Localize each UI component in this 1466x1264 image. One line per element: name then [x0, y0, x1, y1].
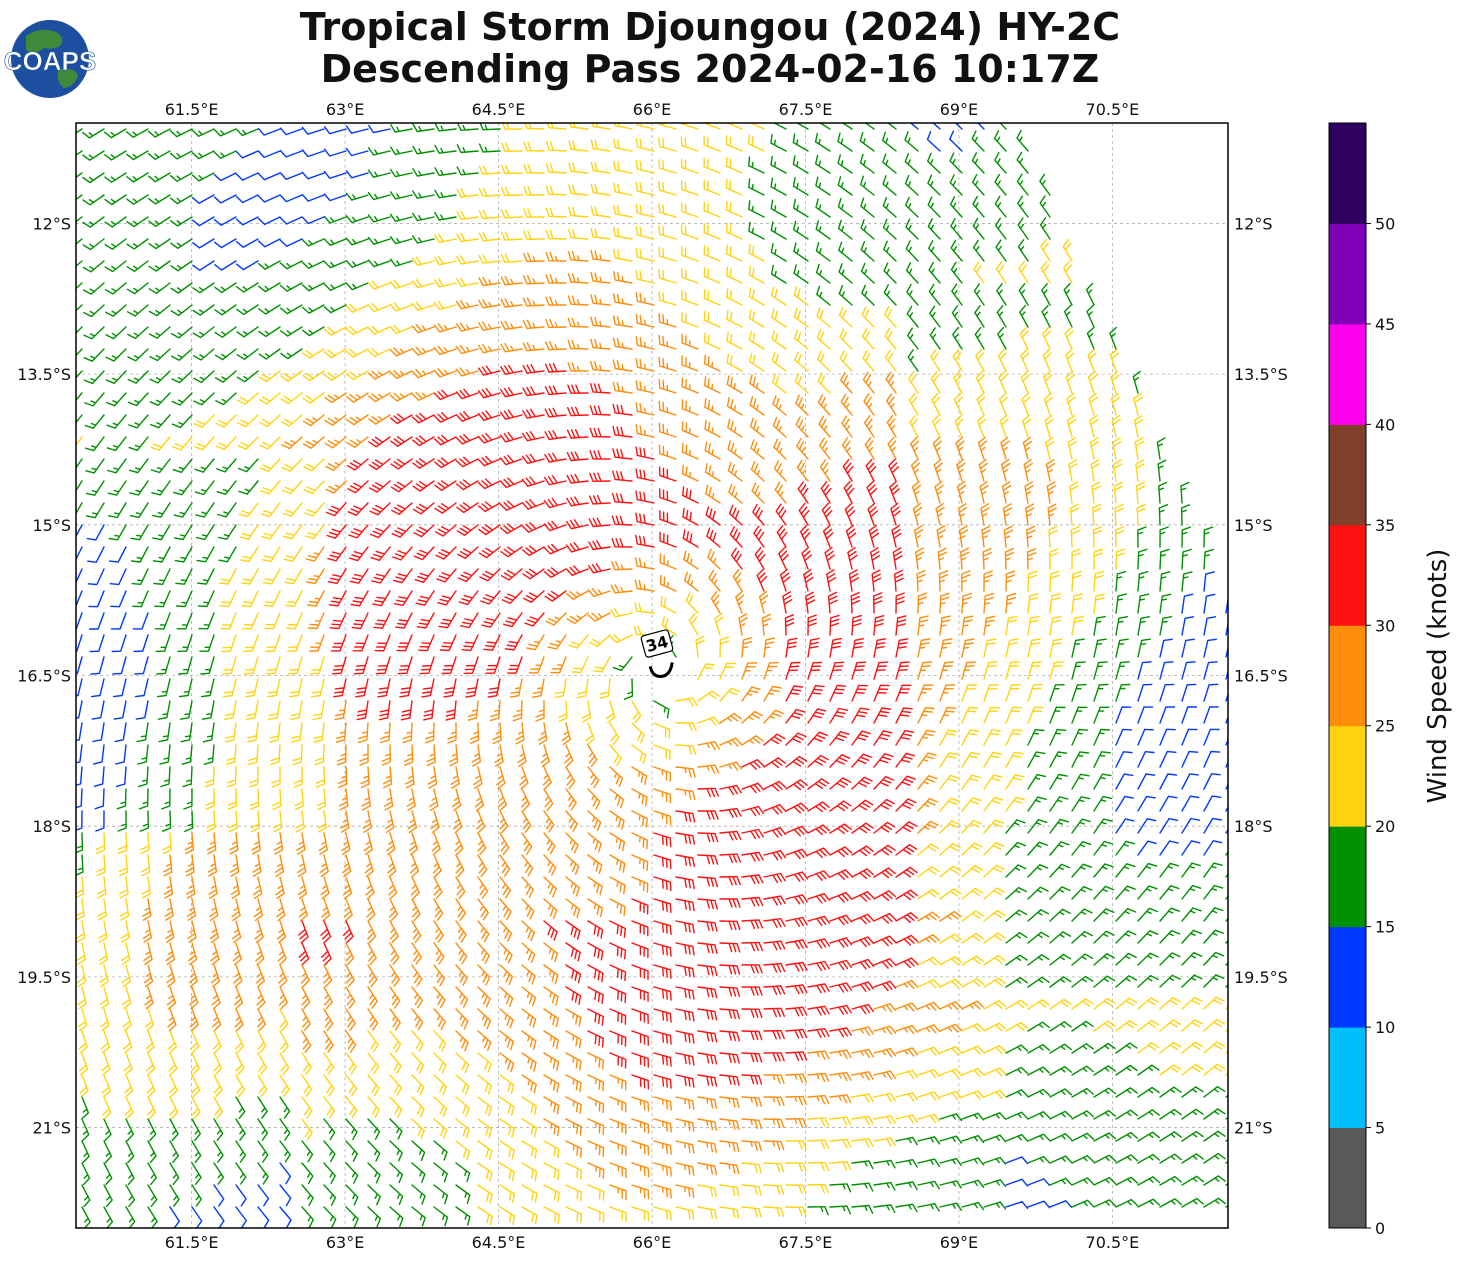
lon-tick-label-top: 61.5°E	[165, 100, 219, 119]
colorbar-tick-label: 0	[1375, 1219, 1385, 1238]
lon-tick-label-top: 69°E	[940, 100, 978, 119]
lon-tick-label-bottom: 64.5°E	[472, 1233, 526, 1252]
lon-tick-label-top: 67.5°E	[779, 100, 833, 119]
contour-label-box: 34	[640, 629, 674, 658]
lon-tick-label-bottom: 67.5°E	[779, 1233, 833, 1252]
contour-label-bg	[640, 629, 674, 658]
colorbar-tick-label: 15	[1375, 918, 1395, 937]
wind-barb-group	[76, 123, 1228, 1228]
lon-tick-label-bottom: 70.5°E	[1086, 1233, 1140, 1252]
colorbar-tick-label: 40	[1375, 415, 1395, 434]
map-frame	[75, 122, 1229, 1229]
map-title: Tropical Storm Djoungou (2024) HY-2C Des…	[80, 6, 1340, 90]
wind-barb-group	[142, 249, 1057, 1201]
storm-center-marker: 34	[640, 629, 674, 678]
lon-tick-label-top: 63°E	[326, 100, 364, 119]
colorbar-bin	[1329, 1027, 1366, 1129]
34kt-contour	[648, 662, 674, 678]
lat-tick-label-right: 21°S	[1234, 1119, 1273, 1138]
lon-tick-label-bottom: 66°E	[633, 1233, 671, 1252]
colorbar-bin	[1329, 123, 1366, 224]
lat-tick-label-left: 15°S	[32, 516, 71, 535]
logo-text: COAPS	[4, 46, 96, 76]
lat-tick-label-left: 16.5°S	[17, 667, 71, 686]
lon-tick-label-bottom: 61.5°E	[165, 1233, 219, 1252]
lat-tick-label-right: 15°S	[1234, 516, 1273, 535]
land-icon	[26, 29, 63, 53]
colorbar-bin	[1329, 1127, 1366, 1229]
colorbar: 0 5 10 15 20 25 30 35 40 45 50	[1328, 122, 1395, 1238]
wind-barb-group	[76, 123, 1228, 1228]
lat-tick-label-left: 21°S	[32, 1119, 71, 1138]
colorbar-tick-label: 20	[1375, 817, 1395, 836]
lat-tick-label-left: 13.5°S	[17, 365, 71, 384]
lat-tick-label-left: 18°S	[32, 817, 71, 836]
colorbar-bin	[1329, 524, 1366, 626]
lon-tick-label-top: 64.5°E	[472, 100, 526, 119]
lon-tick-label-top: 66°E	[633, 100, 671, 119]
colorbar-tick-label: 35	[1375, 516, 1395, 535]
colorbar-label: Wind Speed (knots)	[1423, 549, 1453, 804]
colorbar-bin	[1329, 323, 1366, 425]
coaps-logo: COAPS	[3, 20, 97, 98]
colorbar-tick-label: 25	[1375, 717, 1395, 736]
lat-tick-label-right: 16.5°S	[1234, 667, 1288, 686]
title-line-2: Descending Pass 2024-02-16 10:17Z	[320, 47, 1100, 91]
wind-barbs	[76, 123, 1228, 1228]
wind-barb-group	[76, 123, 1228, 1226]
title-line-1: Tropical Storm Djoungou (2024) HY-2C	[299, 5, 1121, 49]
lat-tick-label-left: 19.5°S	[17, 968, 71, 987]
colorbar-bin	[1329, 424, 1366, 526]
colorbar-tick-label: 30	[1375, 616, 1395, 635]
colorbar-bin	[1329, 926, 1366, 1028]
map-gridlines	[76, 123, 1228, 1228]
colorbar-bin	[1329, 826, 1366, 928]
colorbar-tick-label: 5	[1375, 1119, 1385, 1138]
lat-tick-label-right: 12°S	[1234, 214, 1273, 233]
wind-barb-group	[298, 363, 919, 1090]
colorbar-bin	[1329, 625, 1366, 727]
lat-tick-label-right: 19.5°S	[1234, 968, 1288, 987]
lat-tick-label-right: 13.5°S	[1234, 365, 1288, 384]
colorbar-frame	[1328, 122, 1367, 1229]
colorbar-tick-label: 45	[1375, 315, 1395, 334]
lon-tick-label-top: 70.5°E	[1086, 100, 1140, 119]
lon-tick-label-bottom: 69°E	[940, 1233, 978, 1252]
colorbar-bin	[1329, 725, 1366, 827]
land-icon	[57, 68, 78, 88]
colorbar-bin	[1329, 223, 1366, 325]
lat-tick-label-left: 12°S	[32, 214, 71, 233]
colorbar-tick-label: 10	[1375, 1018, 1395, 1037]
lat-tick-label-right: 18°S	[1234, 817, 1273, 836]
lon-tick-label-bottom: 63°E	[326, 1233, 364, 1252]
colorbar-tick-label: 50	[1375, 214, 1395, 233]
map-axis-ticks: 61.5°E 61.5°E 63°E 63°E 64.5°E 64.5°E 66°E 66°E…	[17, 100, 1288, 1252]
